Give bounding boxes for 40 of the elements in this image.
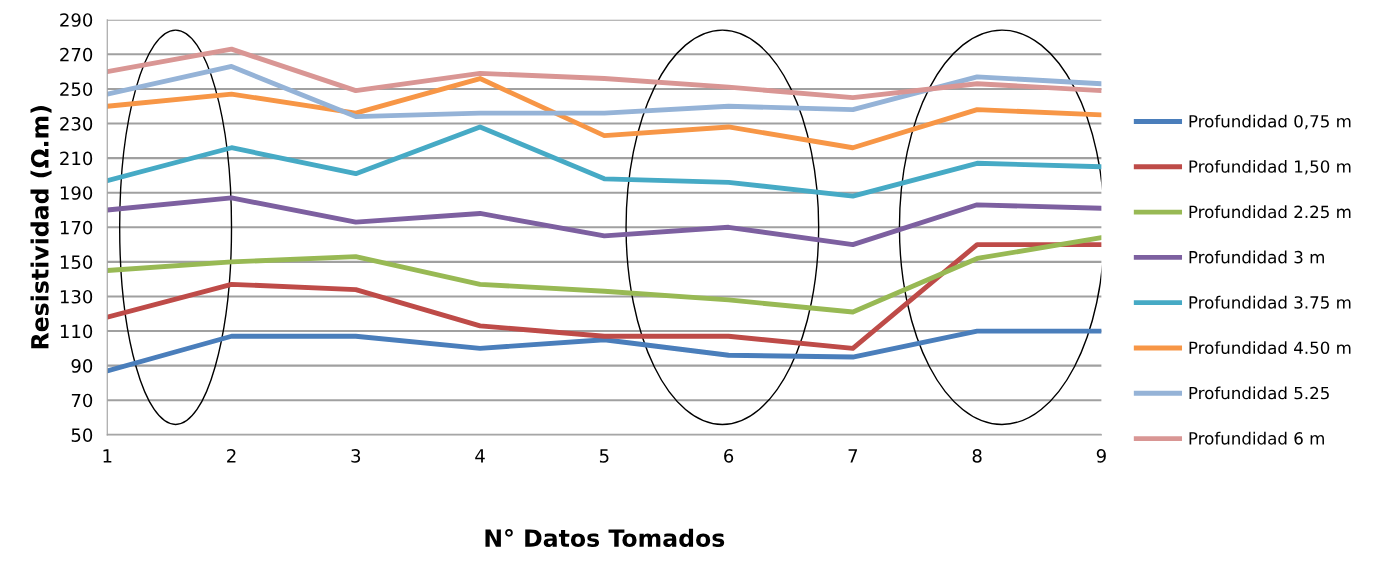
legend-label: Profundidad 0,75 m — [1189, 114, 1351, 130]
y-tick-label: 90 — [71, 359, 93, 373]
x-tick-label: 7 — [848, 449, 858, 463]
x-tick-label: 3 — [351, 449, 361, 463]
legend-label: Profundidad 5.25 — [1189, 386, 1329, 400]
legend-label: Profundidad 1,50 m — [1189, 159, 1351, 175]
x-tick-label: 5 — [599, 449, 609, 463]
x-tick-label: 9 — [1096, 449, 1106, 463]
y-tick-label: 270 — [60, 47, 93, 62]
y-tick-label: 190 — [60, 186, 93, 200]
line-series — [107, 195, 1102, 248]
y-tick-label: 110 — [60, 324, 93, 339]
x-tick-label: 2 — [227, 449, 236, 463]
line-series — [107, 235, 1102, 315]
line-series — [107, 64, 1102, 120]
legend-label: Profundidad 6 m — [1189, 431, 1324, 445]
y-tick-label: 50 — [71, 428, 93, 442]
legend-label: Profundidad 2.25 m — [1189, 205, 1351, 219]
y-tick-label: 130 — [60, 289, 93, 304]
x-tick-label: 8 — [972, 449, 982, 463]
y-tick-label: 170 — [60, 220, 93, 235]
y-axis-title: Resistividad (Ω.m) — [30, 106, 52, 349]
line-series — [107, 242, 1102, 351]
y-tick-label: 230 — [60, 116, 93, 131]
y-tick-label: 290 — [60, 13, 93, 27]
x-tick-label: 6 — [724, 449, 734, 463]
legend-label: Profundidad 3.75 m — [1189, 295, 1351, 309]
legend-label: Profundidad 4.50 m — [1189, 341, 1351, 355]
line-series — [107, 124, 1102, 199]
x-tick-label: 1 — [103, 449, 112, 463]
line-series — [107, 328, 1102, 374]
line-series — [107, 76, 1102, 151]
x-tick-label: 4 — [475, 449, 485, 463]
legend-label: Profundidad 3 m — [1189, 250, 1324, 264]
x-axis-title: N° Datos Tomados — [485, 528, 725, 547]
y-tick-label: 150 — [60, 255, 93, 269]
y-tick-label: 70 — [71, 393, 93, 408]
line-series — [107, 46, 1102, 100]
y-tick-label: 210 — [60, 151, 93, 166]
y-tick-label: 250 — [60, 82, 93, 97]
